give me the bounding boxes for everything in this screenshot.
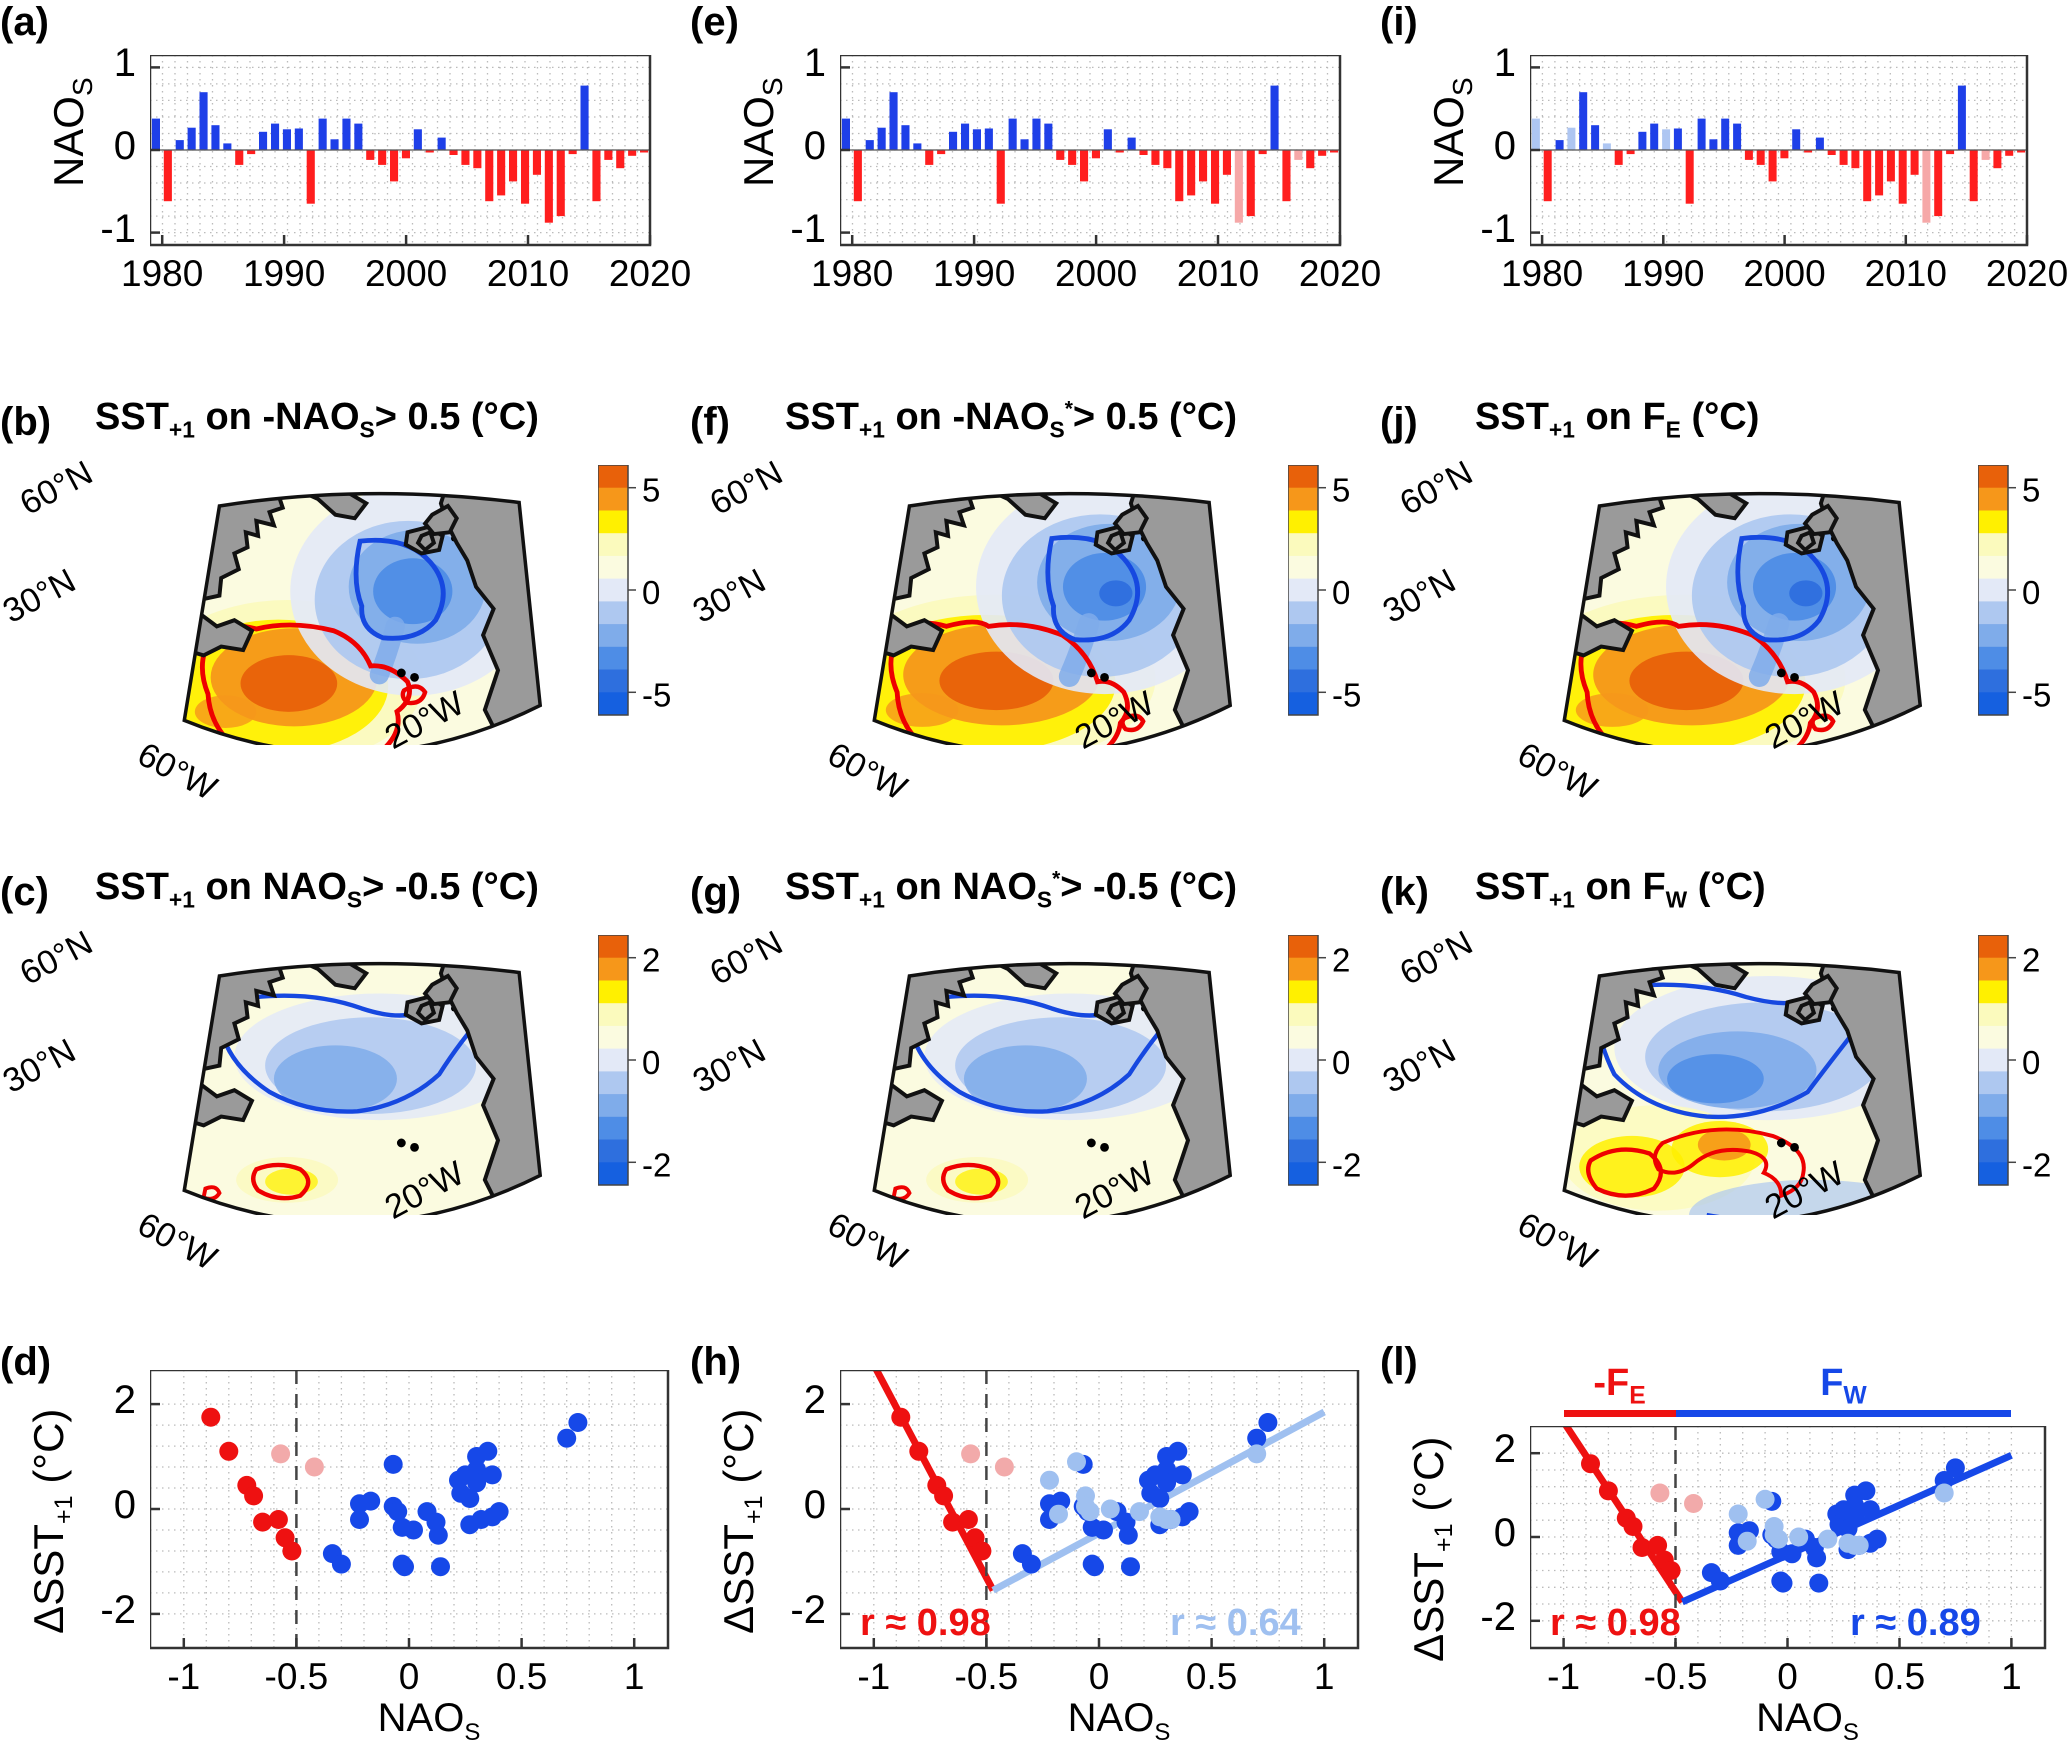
svg-text:0: 0 xyxy=(642,1044,660,1081)
svg-text:5: 5 xyxy=(642,472,660,509)
svg-text:-2: -2 xyxy=(1332,1146,1361,1183)
svg-text:-5: -5 xyxy=(642,676,671,713)
svg-text:-2: -2 xyxy=(2022,1146,2051,1183)
svg-text:0: 0 xyxy=(1332,1044,1350,1081)
svg-text:-5: -5 xyxy=(2022,676,2051,713)
svg-text:-5: -5 xyxy=(1332,676,1361,713)
svg-text:0: 0 xyxy=(2022,1044,2040,1081)
svg-text:2: 2 xyxy=(2022,942,2040,979)
svg-text:2: 2 xyxy=(642,942,660,979)
svg-text:0: 0 xyxy=(642,574,660,611)
svg-text:2: 2 xyxy=(1332,942,1350,979)
svg-text:5: 5 xyxy=(1332,472,1350,509)
svg-text:5: 5 xyxy=(2022,472,2040,509)
svg-text:0: 0 xyxy=(1332,574,1350,611)
svg-text:-2: -2 xyxy=(642,1146,671,1183)
svg-text:0: 0 xyxy=(2022,574,2040,611)
